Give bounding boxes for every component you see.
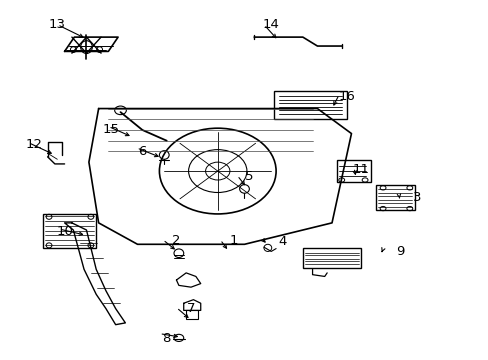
Text: 4: 4 [278, 235, 286, 248]
Text: 15: 15 [102, 123, 119, 136]
Bar [42, 214, 96, 248]
Bar [186, 310, 198, 319]
Text: 2: 2 [172, 234, 180, 247]
Text: 16: 16 [338, 90, 354, 103]
Text: 3: 3 [412, 192, 421, 204]
Text: 9: 9 [395, 245, 404, 258]
Text: 11: 11 [352, 163, 369, 176]
Bar [336, 160, 370, 182]
Text: 14: 14 [262, 18, 279, 31]
Text: 10: 10 [56, 225, 73, 238]
Text: 1: 1 [229, 234, 238, 247]
Text: 7: 7 [186, 302, 195, 315]
Bar [273, 91, 346, 119]
Text: 12: 12 [26, 138, 43, 151]
Text: 8: 8 [162, 333, 170, 346]
Bar [375, 185, 414, 210]
Bar [302, 248, 361, 267]
Text: 6: 6 [138, 145, 146, 158]
Text: 5: 5 [244, 170, 253, 183]
Text: 13: 13 [49, 18, 66, 31]
